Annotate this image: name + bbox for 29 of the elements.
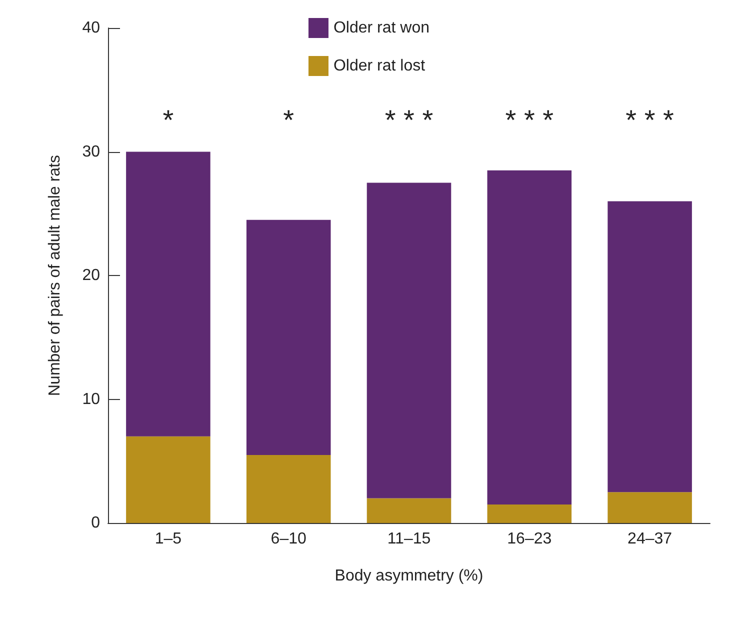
annotation: * * *: [505, 104, 554, 136]
y-axis-title: Number of pairs of adult male rats: [46, 155, 64, 396]
x-tick-label: 16–23: [507, 530, 552, 548]
bar: [487, 504, 572, 523]
x-tick-label: 6–10: [270, 530, 306, 548]
annotation: * * *: [384, 104, 434, 136]
bar: [487, 170, 572, 504]
bar: [246, 220, 331, 455]
y-tick-label: 0: [91, 514, 100, 532]
annotation: *: [162, 104, 174, 136]
y-tick-label: 10: [82, 390, 100, 408]
bar: [366, 182, 452, 498]
x-tick-label: 11–15: [387, 530, 431, 548]
bar: [608, 201, 692, 492]
bar: [126, 152, 210, 436]
annotation: *: [283, 104, 294, 136]
bar: [126, 436, 210, 523]
x-tick-label: 24–37: [628, 530, 672, 548]
y-tick-label: 30: [82, 143, 100, 160]
legend-label: Older rat lost: [333, 58, 426, 74]
bar: [366, 498, 452, 523]
x-tick-label: 1–5: [154, 530, 182, 548]
bar: [246, 454, 331, 523]
x-axis-title: Body asymmetry (%): [334, 568, 484, 584]
bar: [608, 492, 692, 523]
legend-label: Older rat won: [333, 20, 430, 36]
y-tick-label: 40: [82, 20, 100, 36]
annotation: * * *: [626, 104, 674, 136]
y-tick-label: 20: [82, 267, 100, 284]
